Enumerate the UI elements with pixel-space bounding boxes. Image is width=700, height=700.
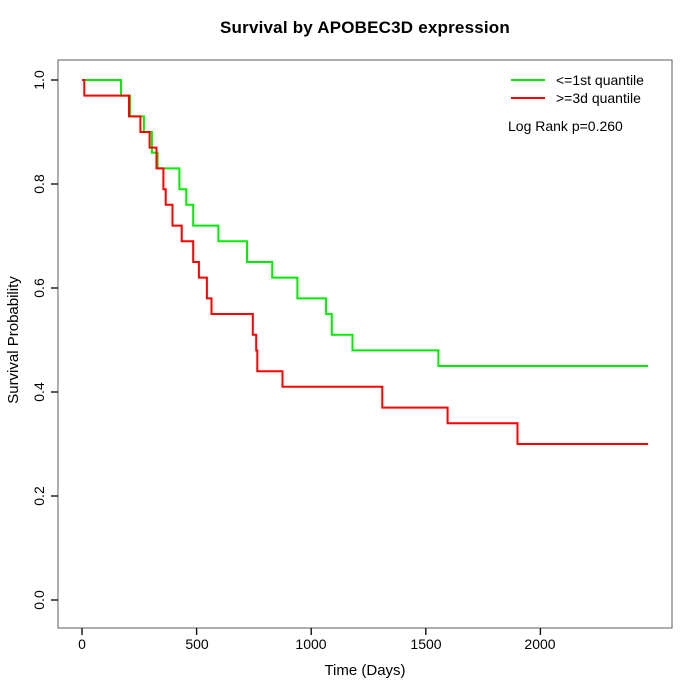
- y-axis-title: Survival Probability: [5, 276, 22, 404]
- y-tick-label: 0.0: [31, 590, 47, 610]
- legend-label-third-quantile: >=3d quantile: [556, 90, 641, 106]
- y-tick-label: 1.0: [31, 70, 47, 90]
- x-tick-label: 500: [185, 636, 209, 652]
- y-tick-label: 0.8: [31, 174, 47, 194]
- chart-title: Survival by APOBEC3D expression: [220, 18, 510, 37]
- y-tick-label: 0.6: [31, 278, 47, 298]
- log-rank-pvalue: Log Rank p=0.260: [508, 118, 623, 134]
- x-tick-label: 1500: [410, 636, 442, 652]
- legend-line-green: [511, 79, 545, 81]
- legend-label-first-quantile: <=1st quantile: [556, 72, 644, 88]
- x-tick-label: 1000: [295, 636, 327, 652]
- x-tick-label: 0: [78, 636, 86, 652]
- y-tick-label: 0.4: [31, 382, 47, 402]
- x-axis-title: Time (Days): [324, 662, 406, 679]
- legend-line-red: [511, 97, 545, 99]
- y-tick-label: 0.2: [31, 486, 47, 506]
- x-tick-label: 2000: [524, 636, 556, 652]
